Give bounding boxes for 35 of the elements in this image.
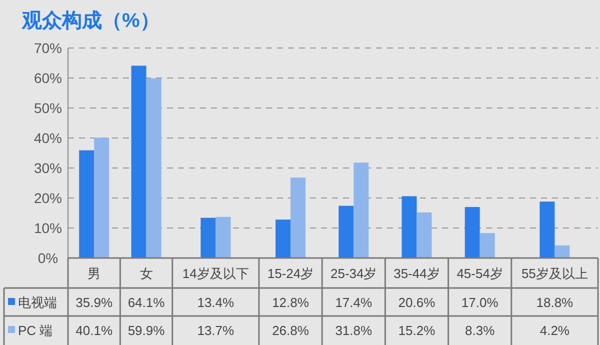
data-label: 31.8% [335, 323, 372, 338]
data-label: 40.1% [76, 323, 113, 338]
data-label: 17.4% [335, 295, 372, 310]
data-label: 18.8% [536, 295, 574, 310]
data-label: 13.7% [197, 323, 235, 338]
data-label: 17.0% [461, 295, 499, 310]
x-tick-label: 15-24岁 [267, 266, 314, 281]
x-tick-label: 女 [140, 266, 153, 281]
data-label: 13.4% [197, 295, 235, 310]
y-tick-label: 0% [38, 250, 58, 266]
y-tick-label: 60% [34, 70, 62, 86]
data-label: 8.3% [465, 323, 496, 338]
legend-label: PC 端 [18, 323, 53, 338]
y-tick-label: 30% [34, 160, 62, 176]
data-label: 59.9% [128, 323, 166, 338]
data-label: 12.8% [272, 295, 310, 310]
y-tick-label: 20% [34, 190, 62, 206]
data-label: 15.2% [398, 323, 436, 338]
x-tick-label: 男 [88, 266, 101, 281]
x-tick-label: 14岁及以下 [182, 266, 249, 281]
legend-label: 电视端 [18, 295, 57, 310]
y-tick-label: 40% [34, 130, 62, 146]
data-label: 64.1% [128, 295, 166, 310]
data-label: 20.6% [398, 295, 436, 310]
x-tick-label: 55岁及以上 [521, 266, 588, 281]
x-tick-label: 35-44岁 [394, 266, 440, 281]
chart-title: 观众构成（%） [21, 10, 160, 32]
y-tick-label: 50% [34, 100, 62, 116]
x-tick-label: 25-34岁 [330, 266, 377, 281]
y-tick-label: 70% [34, 40, 62, 56]
data-label: 4.2% [540, 323, 570, 338]
y-tick-label: 10% [34, 220, 62, 236]
data-label: 35.9% [76, 295, 113, 310]
x-tick-label: 45-54岁 [456, 266, 503, 281]
data-label: 26.8% [272, 323, 310, 338]
